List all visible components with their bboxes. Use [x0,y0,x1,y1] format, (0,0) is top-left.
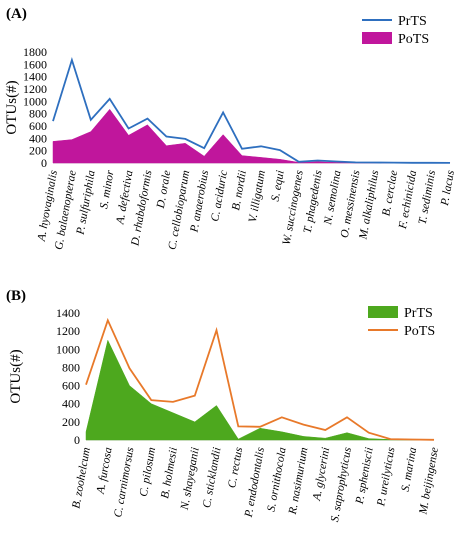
y-tick-label: 1000 [56,342,80,356]
category-label: P. ureilyticus [375,446,397,508]
panel-a-series [52,56,451,164]
category-label: V. illigatum [247,169,268,223]
legend-pots-label: PoTS [404,324,435,339]
category-label: S. marina [400,446,420,492]
panel-b-series [85,317,435,441]
legend-pots-swatch [362,32,392,44]
category-label: P. sulfuriphila [74,169,97,236]
series-pots-area [52,108,451,164]
legend-prts-swatch [368,306,398,318]
y-tick-label: 1600 [23,57,47,71]
series-pots-line [85,317,435,441]
category-label: C. aciduric [209,169,230,222]
y-tick-label: 400 [62,397,80,411]
category-label: P. anaerobius [188,169,211,234]
y-tick-label: 800 [29,107,47,121]
y-tick-label: 800 [62,360,80,374]
category-label: A. defectiva [114,169,135,226]
panel-b-label: (B) [6,288,26,304]
category-label: C. sticklandii [201,446,223,508]
category-label: S. minor [98,169,117,210]
category-label: P. lacus [439,169,457,208]
panel-b: (B) OTUs(#) 0 200 400 600 800 1000 1200 1400 B.… [6,288,441,523]
panel-a: (A) OTUs(#) 0200400600800100012001400160… [4,6,457,251]
category-label: S. saprophyticus [329,446,354,523]
legend-pots-label: PoTS [398,32,429,47]
series-prts-line [52,56,451,164]
y-tick-label: 0 [74,433,80,447]
category-label: C. pilosum [138,446,158,497]
legend-prts-label: PrTS [404,306,433,321]
category-label: A. glycerini [311,446,332,502]
category-label: B. zoohelcum [70,446,93,509]
y-tick-label: 200 [62,415,80,429]
category-label: R. nasimurium [287,446,311,516]
category-label: N. semolina [322,169,344,226]
category-label: B. holmesii [159,446,180,499]
y-tick-label: 600 [62,379,80,393]
panel-b-y-axis-label: OTUs(#) [8,349,24,403]
category-label: S. equi [270,169,287,202]
category-label: D. orale [155,169,174,210]
panel-a-y-axis-label: OTUs(#) [4,80,20,134]
category-label: B. cerclae [380,169,400,217]
y-tick-label: 1200 [23,82,47,96]
panel-b-legend: PrTS PoTS [368,306,435,339]
category-label: F. echinicida [397,169,419,231]
category-label: M. beijingense [417,446,441,516]
category-label: C. carnimorsus [112,446,136,518]
category-label: S. ornithocola [266,446,289,513]
y-tick-label: 400 [29,131,47,145]
panel-a-label: (A) [6,6,27,22]
category-label: C. rectus [226,446,245,489]
category-label: P. endodontalis [243,446,267,519]
y-tick-label: 600 [29,119,47,133]
y-tick-label: 1000 [23,94,47,108]
category-label: T. sediminis [417,169,438,226]
category-label: T. phagedenis [302,169,325,234]
panel-a-legend: PrTS PoTS [362,14,429,47]
y-tick-label: 0 [41,156,47,170]
y-tick-label: 200 [29,144,47,158]
legend-prts-label: PrTS [398,14,427,29]
category-label: B. nordii [230,169,249,211]
series-prts-area [85,339,435,441]
y-tick-label: 1400 [56,306,80,320]
y-tick-label: 1400 [23,70,47,84]
y-tick-label: 1800 [23,45,47,59]
category-label: P. spheniscii [354,446,376,505]
y-tick-label: 1200 [56,324,80,338]
category-label: N. shayeganii [179,446,202,511]
category-label: A. furcosa [95,446,115,495]
